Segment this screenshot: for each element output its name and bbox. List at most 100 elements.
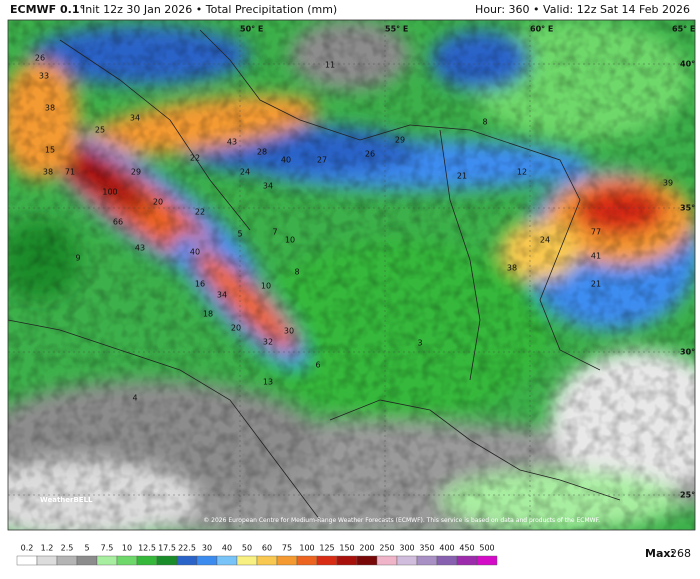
precip-label: 20 [231,324,241,333]
precip-label: 10 [261,282,271,291]
colorbar-label: 1.2 [41,544,54,553]
colorbar-label: 200 [359,544,374,553]
colorbar-label: 100 [299,544,314,553]
color-swatch [156,555,178,566]
precip-label: 71 [65,168,75,177]
precip-label: 13 [263,378,273,387]
precip-label: 34 [263,182,273,191]
color-swatch [56,555,78,566]
grid-label: 55° E [385,25,408,34]
colorbar-label: 75 [282,544,292,553]
precip-label: 16 [195,280,205,289]
precip-label: 28 [257,148,267,157]
precip-label: 38 [43,168,53,177]
precip-label: 3 [417,339,422,348]
colorbar-label: 2.5 [61,544,74,553]
valid-time: Hour: 360 • Valid: 12z Sat 14 Feb 2026 [475,3,690,16]
color-swatch [336,555,358,566]
color-swatch [116,555,138,566]
color-swatch [316,555,338,566]
precip-label: 39 [663,179,673,188]
colorbar-label: 400 [439,544,454,553]
precip-label: 22 [190,154,200,163]
precip-label: 33 [39,72,49,81]
precip-label: 5 [237,230,242,239]
precip-label: 6 [315,361,320,370]
colorbar-label: 30 [202,544,212,553]
colorbar-label: 12.5 [138,544,156,553]
precip-label: 40 [281,156,291,165]
precip-label: 4 [132,394,137,403]
colorbar-label: 125 [319,544,334,553]
precip-label: 30 [284,327,294,336]
grid-label: 40° N [680,60,700,69]
model: ECMWF 0.1° [10,3,85,16]
precip-label: 38 [45,104,55,113]
colorbar-label: 500 [479,544,494,553]
precip-label: 100 [102,188,117,197]
colorbar-label: 350 [419,544,434,553]
color-swatch [16,555,38,566]
precip-label: 21 [591,280,601,289]
colorbar-label: 5 [84,544,89,553]
logo: WeatherBELL [40,496,93,504]
colorbar-label: 40 [222,544,232,553]
precip-label: 12 [517,168,527,177]
color-swatch [396,555,418,566]
precip-label: 41 [591,252,601,261]
color-swatch [276,555,298,566]
precip-label: 38 [507,264,517,273]
precip-label: 24 [540,236,550,245]
colorbar-label: 0.2 [21,544,34,553]
colorbar-label: 22.5 [178,544,196,553]
colorbar-label: 250 [379,544,394,553]
precip-label: 66 [113,218,123,227]
max-label: Max: [645,547,675,560]
precip-label: 22 [195,208,205,217]
colorbar: 0.2 1.2 2.5 5 7.5 10 12.5 17.5 22.5 30 40 50 60 75 100… [16,544,498,566]
color-swatch [436,555,458,566]
grid-label: 30° N [680,348,700,357]
precip-label: 43 [227,138,237,147]
precip-label: 15 [45,146,55,155]
colorbar-label: 10 [122,544,132,553]
header-info: Init 12z 30 Jan 2026 • Total Precipitati… [82,3,337,16]
precip-label: 8 [482,118,487,127]
precip-label: 34 [217,291,227,300]
color-swatch [236,555,258,566]
color-swatch [196,555,218,566]
precip-label: 18 [203,310,213,319]
colorbar-label: 50 [242,544,252,553]
color-swatch [296,555,318,566]
grid-label: 50° E [240,25,263,34]
precip-label: 7 [272,228,277,237]
grid-label: 25° N [680,491,700,500]
grid-label: 35° N [680,204,700,213]
colorbar-label: 60 [262,544,272,553]
color-swatch [256,555,278,566]
precip-label: 26 [365,150,375,159]
precip-label: 40 [190,248,200,257]
precip-label: 27 [317,156,327,165]
color-swatch [136,555,158,566]
color-swatch [476,555,498,566]
grid-label: 60° E [530,25,553,34]
color-swatch [376,555,398,566]
precip-label: 21 [457,172,467,181]
color-swatch [216,555,238,566]
precip-label: 20 [153,198,163,207]
precip-label: 34 [130,114,140,123]
precip-label: 43 [135,244,145,253]
color-swatch [456,555,478,566]
precip-label: 29 [131,168,141,177]
precip-label: 32 [263,338,273,347]
color-swatch [416,555,438,566]
max-value: 268 [670,547,691,560]
color-swatch [176,555,198,566]
precip-label: 24 [240,168,250,177]
grid-label: 65° E [672,25,695,34]
colorbar-label: 7.5 [101,544,114,553]
precip-label: 77 [591,228,601,237]
colorbar-label: 450 [459,544,474,553]
